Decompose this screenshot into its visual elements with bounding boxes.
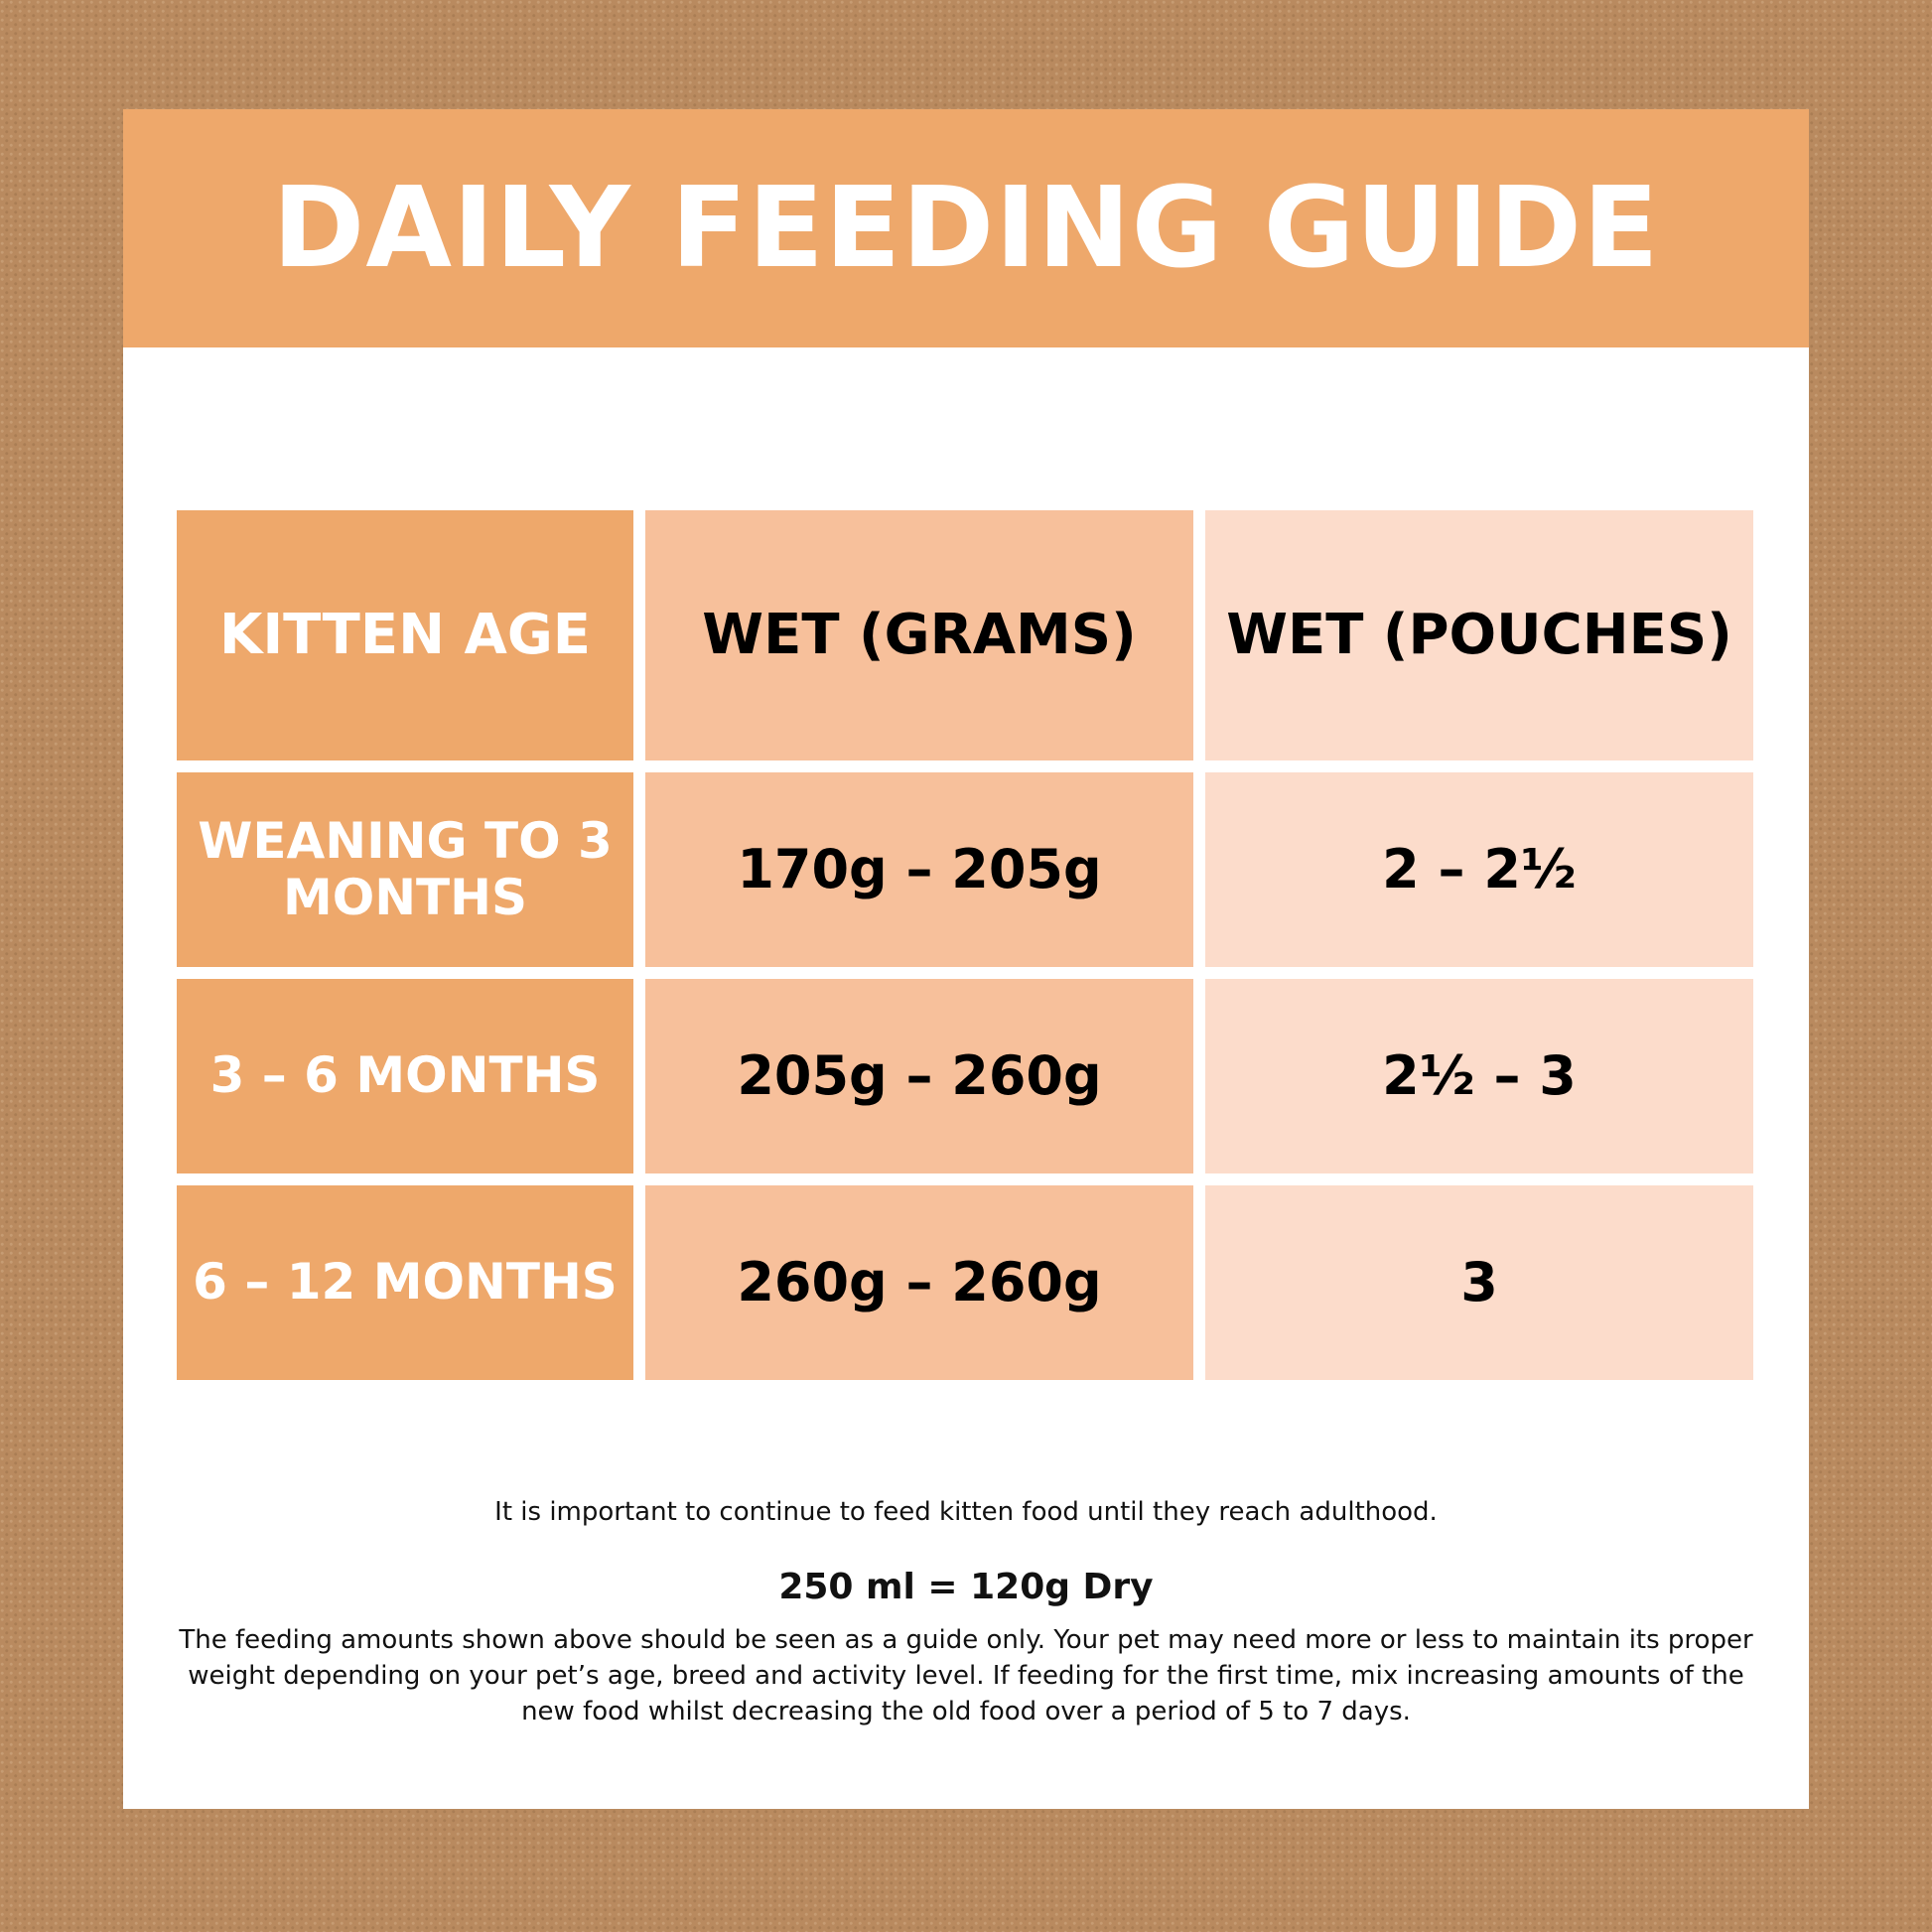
age-label: 3 – 6 MONTHS (209, 1046, 601, 1105)
table-row-3-age: 6 – 12 MONTHS (177, 1185, 633, 1380)
grams-value: 170g – 205g (737, 838, 1102, 901)
guide-disclaimer: The feeding amounts shown above should b… (179, 1625, 1753, 1726)
table-row-3-grams: 260g – 260g (645, 1185, 1193, 1380)
header-label: WET (POUCHES) (1226, 602, 1732, 667)
pouches-value: 3 (1460, 1251, 1498, 1314)
grams-value: 205g – 260g (737, 1044, 1102, 1108)
table-row-2-grams: 205g – 260g (645, 979, 1193, 1173)
age-label: 6 – 12 MONTHS (193, 1253, 618, 1311)
adulthood-note: It is important to continue to feed kitt… (494, 1497, 1438, 1527)
table-row-1-pouches: 2 – 2½ (1205, 772, 1753, 967)
header-wet-pouches: WET (POUCHES) (1205, 510, 1753, 760)
table-row-2-age: 3 – 6 MONTHS (177, 979, 633, 1173)
table-row-3-pouches: 3 (1205, 1185, 1753, 1380)
pouches-value: 2½ – 3 (1382, 1044, 1577, 1108)
age-label: WEANING TO 3 MONTHS (198, 811, 613, 926)
table-row-2-pouches: 2½ – 3 (1205, 979, 1753, 1173)
pouches-value: 2 – 2½ (1382, 838, 1577, 901)
table-row-1-age: WEANING TO 3 MONTHS (177, 772, 633, 967)
grams-value: 260g – 260g (737, 1251, 1102, 1314)
page-title: DAILY FEEDING GUIDE (272, 164, 1660, 293)
conversion-note: 250 ml = 120g Dry (778, 1567, 1154, 1607)
title-banner: DAILY FEEDING GUIDE (123, 109, 1809, 347)
table-row-1-grams: 170g – 205g (645, 772, 1193, 967)
feeding-guide-card: DAILY FEEDING GUIDE KITTEN AGE WET (GRAM… (123, 109, 1809, 1809)
header-label: KITTEN AGE (218, 602, 592, 667)
header-kitten-age: KITTEN AGE (177, 510, 633, 760)
header-label: WET (GRAMS) (702, 602, 1137, 667)
header-wet-grams: WET (GRAMS) (645, 510, 1193, 760)
